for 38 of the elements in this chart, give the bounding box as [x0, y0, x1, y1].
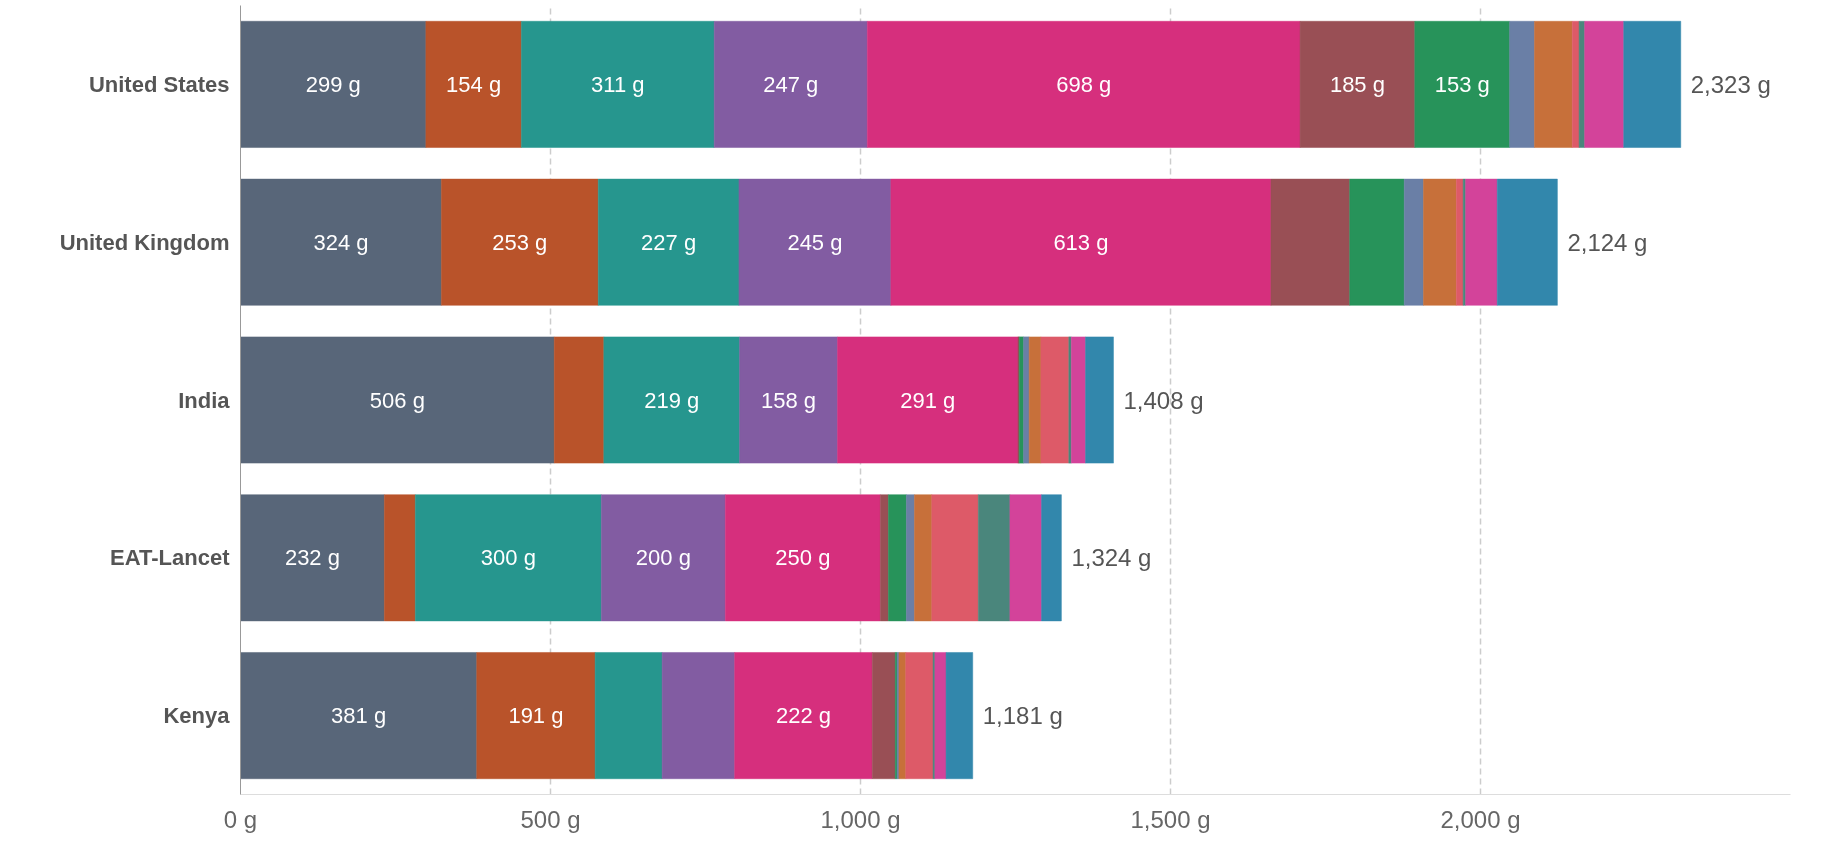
- total-label: 2,124 g: [1567, 228, 1648, 256]
- x-tick-label: 2,000 g: [1440, 805, 1521, 833]
- data-label: 698 g: [1056, 71, 1112, 97]
- data-label: 300 g: [480, 545, 536, 571]
- data-label: 191 g: [508, 703, 564, 729]
- data-label: 324 g: [313, 229, 369, 255]
- data-label: 200 g: [635, 545, 691, 571]
- data-label: 311 g: [591, 71, 645, 97]
- data-label: 158 g: [761, 387, 817, 413]
- data-label: 232 g: [284, 545, 340, 571]
- x-tick-label: 500 g: [520, 805, 581, 833]
- data-label: 153 g: [1434, 71, 1490, 97]
- total-label: 1,408 g: [1123, 386, 1204, 414]
- x-tick-label: 1,500 g: [1130, 805, 1211, 833]
- data-label: 219 g: [644, 387, 700, 413]
- y-tick-label: India: [178, 387, 231, 413]
- data-label: 245 g: [787, 229, 843, 255]
- x-tick-label: 0 g: [223, 805, 258, 833]
- data-label: 227 g: [641, 229, 697, 255]
- data-label: 154 g: [446, 71, 502, 97]
- data-label: 185 g: [1329, 71, 1385, 97]
- data-label: 506 g: [369, 387, 425, 413]
- data-label: 299 g: [305, 71, 361, 97]
- y-tick-label: EAT-Lancet: [110, 545, 231, 571]
- data-label: 250 g: [775, 545, 831, 571]
- y-tick-label: United Kingdom: [59, 229, 230, 255]
- data-label: 247 g: [763, 71, 819, 97]
- total-label: 1,324 g: [1071, 544, 1152, 572]
- total-label: 2,323 g: [1690, 70, 1771, 98]
- data-label: 253 g: [492, 229, 548, 255]
- data-label: 381 g: [331, 703, 387, 729]
- data-label: 222 g: [775, 703, 831, 729]
- y-tick-label: Kenya: [163, 703, 231, 729]
- data-label: 613 g: [1053, 229, 1109, 255]
- data-label: 291 g: [900, 387, 956, 413]
- total-label: 1,181 g: [982, 702, 1063, 730]
- y-tick-label: United States: [88, 71, 230, 97]
- x-tick-label: 1,000 g: [820, 805, 901, 833]
